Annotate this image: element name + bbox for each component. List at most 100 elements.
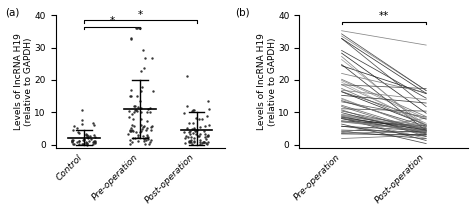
Point	[128, 126, 135, 130]
Point	[83, 143, 91, 146]
Point	[188, 109, 196, 113]
Point	[146, 140, 154, 144]
Point	[137, 106, 145, 110]
Point	[188, 140, 195, 144]
Point	[145, 135, 152, 138]
Y-axis label: Levels of lncRNA H19
(relative to GAPDH): Levels of lncRNA H19 (relative to GAPDH)	[257, 33, 277, 130]
Point	[196, 132, 203, 135]
Point	[185, 122, 193, 125]
Point	[131, 136, 139, 140]
Point	[205, 123, 212, 126]
Point	[143, 119, 151, 122]
Point	[196, 135, 203, 138]
Y-axis label: Levels of lncRNA H19
(relative to GAPDH): Levels of lncRNA H19 (relative to GAPDH)	[14, 33, 33, 130]
Point	[137, 131, 144, 134]
Point	[140, 134, 147, 138]
Point	[144, 135, 151, 139]
Point	[143, 110, 151, 114]
Point	[136, 27, 143, 30]
Point	[127, 94, 134, 97]
Point	[128, 140, 136, 144]
Point	[69, 128, 77, 131]
Point	[137, 110, 145, 113]
Point	[201, 141, 208, 144]
Point	[138, 85, 146, 89]
Point	[144, 107, 152, 111]
Point	[187, 135, 195, 138]
Point	[136, 100, 144, 103]
Point	[127, 142, 134, 146]
Point	[125, 115, 133, 118]
Point	[192, 116, 200, 120]
Point	[127, 37, 135, 40]
Text: **: **	[379, 11, 389, 22]
Point	[70, 142, 77, 145]
Point	[196, 138, 204, 142]
Point	[142, 136, 149, 139]
Point	[91, 140, 98, 143]
Point	[83, 135, 91, 138]
Point	[91, 123, 98, 127]
Point	[141, 56, 149, 60]
Point	[131, 105, 139, 108]
Point	[80, 138, 87, 142]
Text: *: *	[137, 10, 143, 20]
Point	[139, 48, 147, 51]
Point	[148, 57, 156, 60]
Point	[71, 124, 78, 128]
Point	[136, 27, 143, 30]
Point	[130, 105, 138, 108]
Point	[135, 135, 142, 139]
Point	[205, 135, 212, 138]
Text: (a): (a)	[5, 7, 19, 17]
Point	[127, 95, 135, 98]
Point	[185, 141, 192, 144]
Point	[141, 142, 149, 146]
Point	[128, 128, 136, 132]
Point	[186, 133, 193, 136]
Point	[195, 117, 203, 120]
Point	[139, 125, 147, 129]
Point	[205, 107, 213, 111]
Point	[147, 128, 155, 132]
Point	[79, 143, 86, 146]
Point	[76, 132, 83, 135]
Point	[89, 122, 97, 125]
Point	[143, 126, 151, 129]
Point	[79, 139, 87, 142]
Point	[190, 139, 198, 142]
Point	[128, 88, 135, 91]
Point	[182, 137, 189, 140]
Point	[143, 139, 150, 142]
Point	[137, 89, 145, 93]
Point	[203, 114, 211, 117]
Point	[203, 143, 211, 146]
Point	[188, 127, 196, 131]
Point	[81, 143, 88, 146]
Point	[69, 142, 76, 145]
Point	[146, 143, 153, 146]
Point	[190, 121, 197, 124]
Point	[201, 132, 209, 136]
Point	[75, 139, 82, 142]
Point	[75, 139, 83, 143]
Point	[146, 106, 154, 110]
Point	[202, 137, 210, 141]
Point	[196, 142, 204, 146]
Point	[79, 118, 86, 122]
Point	[83, 141, 91, 144]
Point	[133, 109, 141, 112]
Point	[148, 124, 156, 128]
Point	[132, 109, 140, 112]
Point	[201, 129, 208, 133]
Point	[82, 132, 90, 135]
Point	[186, 140, 194, 143]
Point	[147, 126, 155, 129]
Point	[149, 89, 156, 93]
Point	[191, 108, 198, 112]
Point	[137, 129, 144, 133]
Point	[91, 142, 99, 145]
Point	[201, 124, 209, 127]
Point	[191, 130, 199, 133]
Point	[78, 108, 85, 112]
